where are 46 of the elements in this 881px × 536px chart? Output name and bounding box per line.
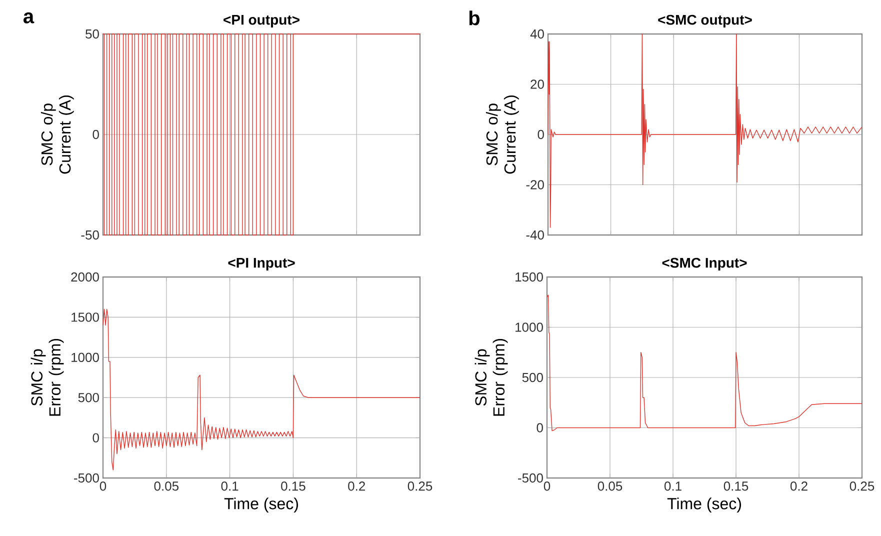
x-axis-title: Time (sec) (667, 498, 741, 512)
line-series (546, 294, 862, 432)
x-tick-label: 0.2 (348, 482, 365, 491)
y-tick-label: 20 (530, 80, 544, 89)
y-axis-title: SMC o/p Current (A) (486, 95, 519, 174)
y-tick-label: 0 (92, 433, 99, 442)
y-tick-label: 0 (536, 423, 543, 432)
line-series (102, 308, 420, 470)
chart-title: <SMC output> (658, 14, 752, 28)
x-tick-label: 0.1 (221, 482, 238, 491)
y-tick-label: -500 (518, 473, 543, 483)
chart-title: <PI Input> (228, 258, 295, 271)
x-tick-label: 0 (100, 482, 106, 491)
text: b (469, 10, 480, 26)
y-tick-label: 40 (530, 29, 544, 39)
y-tick-label: 2000 (71, 272, 99, 282)
y-tick-label: -40 (526, 230, 544, 240)
chart-title: <SMC Input> (662, 258, 747, 271)
x-tick-label: 0.1 (664, 482, 682, 491)
y-tick-label: -50 (81, 230, 99, 240)
y-tick-label: 0 (538, 130, 544, 140)
text: a (24, 12, 34, 24)
x-tick-label: 0 (544, 482, 550, 491)
chart-title: <PI output> (224, 14, 300, 28)
y-tick-label: 1000 (516, 322, 543, 332)
y-tick-label: -20 (526, 180, 544, 190)
x-tick-label: 0.15 (281, 482, 306, 491)
x-tick-label: 0.25 (850, 482, 874, 491)
x-tick-label: 0.2 (790, 482, 808, 491)
y-tick-label: -500 (74, 473, 99, 483)
x-axis-title: Time (sec) (224, 498, 298, 512)
y-tick-label: 1000 (72, 352, 99, 362)
y-axis-title: SMC i/p Error (rpm) (474, 338, 508, 416)
y-tick-label: 1500 (516, 272, 543, 282)
y-tick-label: 50 (86, 29, 99, 39)
y-axis-title: SMC i/p Error (rpm) (30, 338, 64, 416)
x-tick-label: 0.05 (598, 482, 622, 491)
line-series (548, 34, 862, 228)
x-tick-label: 0.25 (408, 482, 432, 491)
y-tick-label: 0 (92, 130, 99, 140)
y-tick-label: 500 (78, 392, 99, 402)
y-tick-label: 1500 (72, 312, 99, 322)
y-axis-title: SMC o/p Current (A) (40, 95, 74, 174)
y-tick-label: 500 (522, 372, 543, 382)
x-tick-label: 0.05 (154, 482, 179, 491)
x-tick-label: 0.15 (724, 482, 748, 491)
